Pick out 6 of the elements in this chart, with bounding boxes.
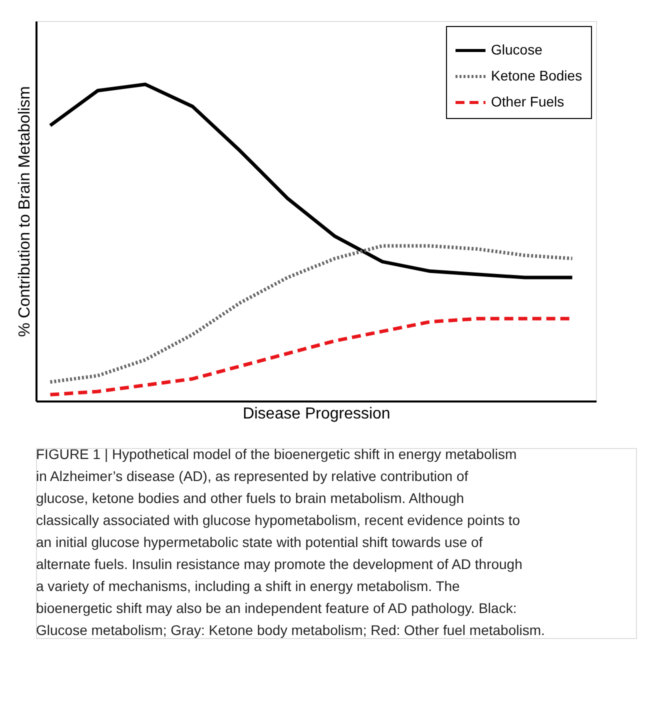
legend-label: Ketone Bodies bbox=[491, 68, 582, 84]
y-axis-title: % Contribution to Brain Metabolism bbox=[16, 86, 34, 337]
text: FIGURE 1 | Hypothetical model of the bioenergetic shift in energy metabolism in Alzheimer’s disease (AD), as represented by relative contribution of glucose, ketone bodies and other fuels to brain metabolism. Although classically associated with glucose hypometabolism, recent evidence points to an initial glucose hypermetabolic state with potential shift towards use of alternate fuels. Insulin resistance may promote the development of AD through a variety of mechanisms, including a shift in energy metabolism. The bioenergetic shift may also be an independent feature of AD pathology. Black: Glucose metabolism; Gray: Ketone body metabolism; Red: Other fuel metabolism. bbox=[36, 446, 545, 638]
x-axis-title: Disease Progression bbox=[242, 406, 390, 422]
legend-label: Glucose bbox=[491, 42, 543, 58]
legend-label: Other Fuels bbox=[491, 94, 564, 110]
